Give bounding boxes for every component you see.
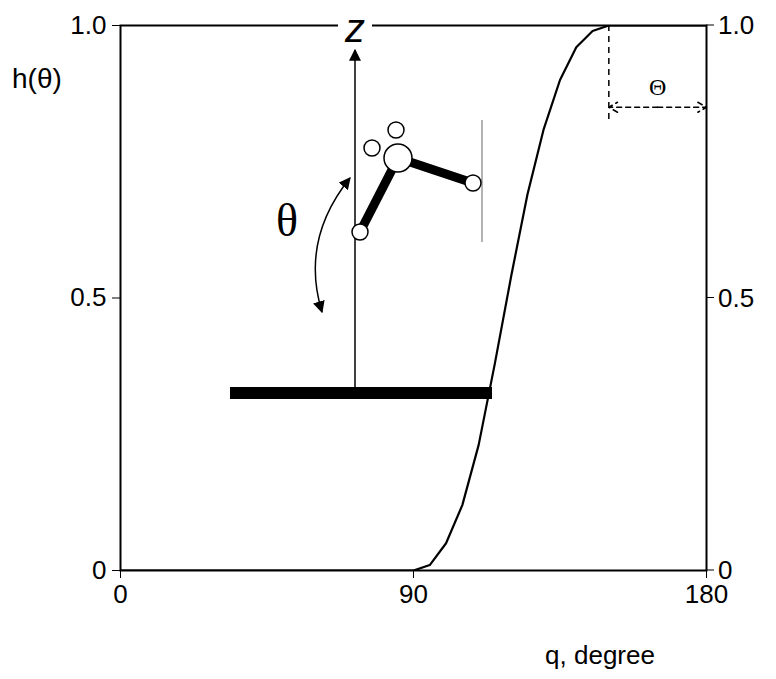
svg-text:1.0: 1.0 (718, 10, 754, 40)
svg-text:0: 0 (92, 555, 106, 585)
svg-text:0: 0 (113, 579, 127, 609)
svg-text:Θ: Θ (649, 74, 666, 100)
svg-text:90: 90 (399, 579, 428, 609)
svg-text:h(θ): h(θ) (12, 63, 62, 94)
svg-text:0.5: 0.5 (70, 282, 106, 312)
svg-text:θ: θ (276, 195, 298, 246)
svg-text:z: z (344, 6, 365, 50)
svg-text:1.0: 1.0 (70, 10, 106, 40)
svg-text:0: 0 (718, 555, 732, 585)
svg-text:q, degree: q, degree (545, 640, 655, 670)
svg-text:0.5: 0.5 (718, 283, 754, 313)
svg-text:180: 180 (684, 579, 729, 609)
